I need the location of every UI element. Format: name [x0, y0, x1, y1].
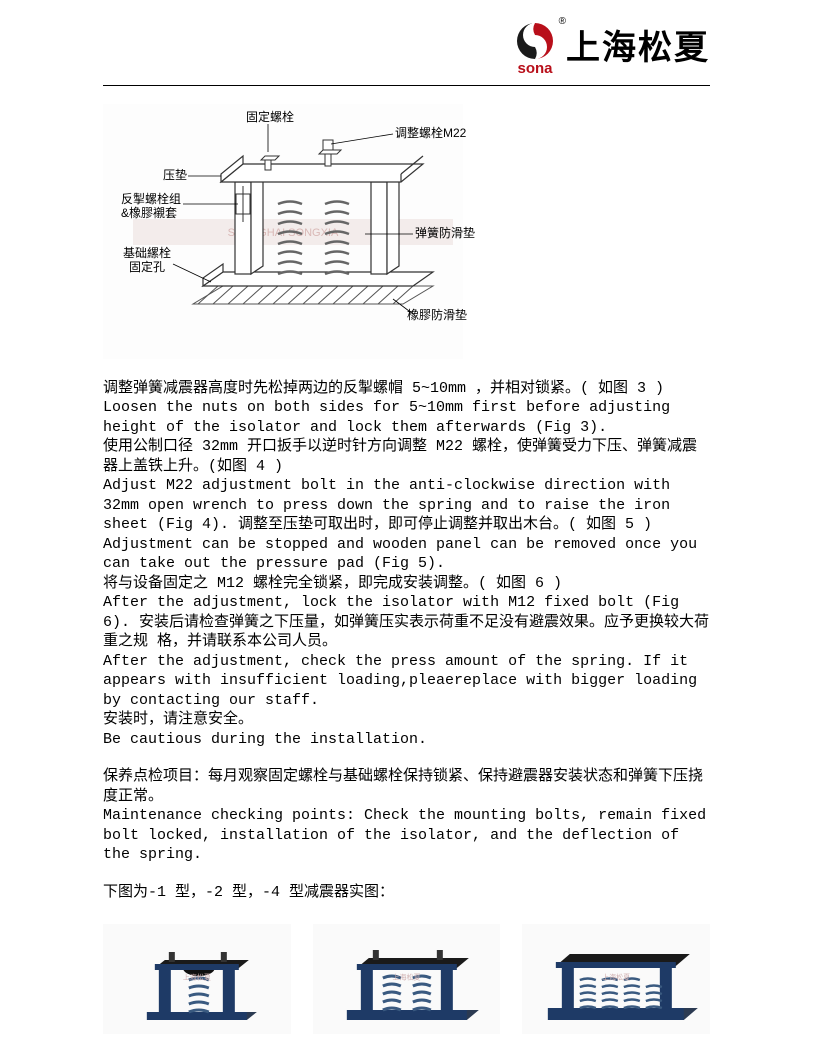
product-type-2: 上海松夏: [313, 924, 501, 1034]
para-3: 使用公制口径 32mm 开口扳手以逆时针方向调整 M22 螺栓，使弹簧受力下压、…: [103, 437, 710, 476]
product-row: 上海松夏 上海松夏: [103, 924, 710, 1034]
label-fixed-bolt: 固定螺栓: [246, 110, 294, 125]
product-type-4: 上海松夏: [522, 924, 710, 1034]
para-1: 调整弹簧减震器高度时先松掉两边的反掣螺帽 5~10mm ，并相对锁紧。( 如图 …: [103, 379, 710, 399]
product-type-1: 上海松夏: [103, 924, 291, 1034]
isolator-diagram: SHANGHAI SONGXIA: [103, 104, 463, 359]
page: ® sona 上海松夏 SHANGHAI SONGXIA: [0, 0, 813, 1054]
para-12: Maintenance checking points: Check the m…: [103, 806, 710, 865]
label-rubber-pad: 橡膠防滑垫: [407, 308, 467, 323]
para-11: 保养点检项目：每月观察固定螺栓与基础螺栓保持锁紧、保持避震器安装状态和弹簧下压挠…: [103, 767, 710, 806]
label-reaction-2: &橡膠襯套: [121, 206, 177, 221]
label-adjust-bolt: 调整螺栓M22: [395, 126, 466, 141]
para-10: Be cautious during the installation.: [103, 730, 710, 750]
body-text: 调整弹簧减震器高度时先松掉两边的反掣螺帽 5~10mm ，并相对锁紧。( 如图 …: [103, 379, 710, 903]
para-6: 将与设备固定之 M12 螺栓完全锁紧，即完成安装调整。( 如图 6 ): [103, 574, 710, 594]
para-8: After the adjustment, check the press am…: [103, 652, 710, 711]
para-9: 安装时，请注意安全。: [103, 710, 710, 730]
logo-subtext: sona: [517, 60, 552, 79]
para-2: Loosen the nuts on both sides for 5~10mm…: [103, 398, 710, 437]
header: ® sona 上海松夏: [103, 20, 710, 86]
logo: ® sona: [514, 20, 556, 79]
para-13: 下图为-1 型，-2 型，-4 型减震器实图：: [103, 883, 710, 903]
para-4: Adjust M22 adjustment bolt in the anti-c…: [103, 476, 710, 535]
label-reaction-1: 反掣螺栓组: [121, 192, 181, 207]
para-7: After the adjustment, lock the isolator …: [103, 593, 710, 652]
label-spring-pad: 弹簧防滑垫: [415, 226, 475, 241]
label-press-pad: 压垫: [163, 168, 187, 183]
tm-symbol: ®: [559, 16, 566, 29]
label-base-bolt-1: 基础縲栓: [123, 246, 171, 261]
para-5: Adjustment can be stopped and wooden pan…: [103, 535, 710, 574]
logo-icon: [514, 20, 556, 62]
brand-title: 上海松夏: [566, 28, 710, 71]
label-base-bolt-2: 固定孔: [129, 260, 165, 275]
